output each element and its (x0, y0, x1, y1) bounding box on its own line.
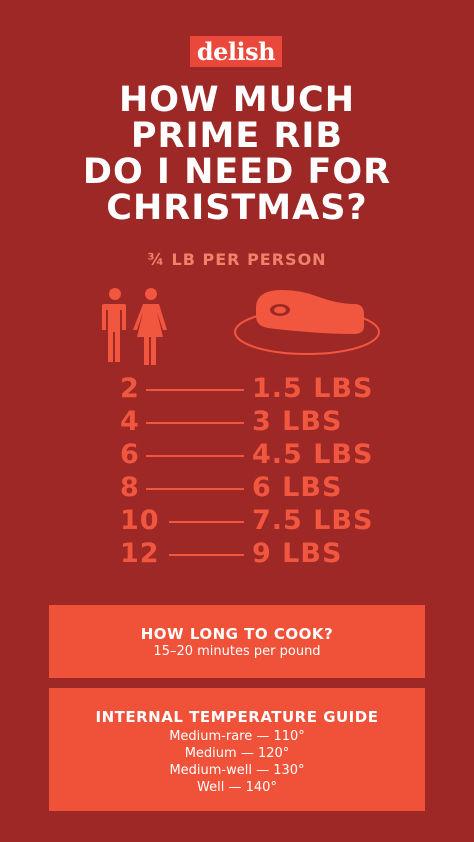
people-count: 12 (120, 538, 160, 569)
serving-row: 8 6 LBS (0, 473, 474, 503)
title-line: DO I NEED FOR (82, 152, 392, 192)
connector-line (146, 455, 244, 457)
temperature-item: Medium — 120° (184, 746, 290, 761)
meat-amount: 7.5 LBS (252, 505, 374, 536)
brand-logo: delish (190, 36, 282, 67)
serving-row: 2 1.5 LBS (0, 374, 474, 404)
temperature-guide-box: INTERNAL TEMPERATURE GUIDE Medium-rare —… (49, 688, 425, 811)
cook-time-box: HOW LONG TO COOK? 15–20 minutes per poun… (49, 605, 425, 678)
connector-line (146, 422, 244, 424)
title-line: HOW MUCH (118, 80, 356, 120)
subtitle: ¾ LB PER PERSON (147, 250, 327, 269)
cook-heading: HOW LONG TO COOK? (140, 625, 334, 643)
temperature-heading: INTERNAL TEMPERATURE GUIDE (95, 708, 379, 726)
cook-text: 15–20 minutes per pound (153, 644, 321, 659)
page-title: HOW MUCH PRIME RIB DO I NEED FOR CHRISTM… (0, 82, 474, 226)
connector-line (146, 389, 244, 391)
people-count: 2 (120, 373, 140, 404)
people-count: 4 (120, 406, 140, 437)
meat-amount: 9 LBS (252, 538, 343, 569)
people-count: 8 (120, 472, 140, 503)
serving-row: 10 7.5 LBS (0, 506, 474, 536)
title-line: CHRISTMAS? (106, 188, 368, 228)
steak-on-plate-icon (234, 290, 380, 355)
meat-amount: 1.5 LBS (252, 373, 374, 404)
people-count: 10 (120, 505, 160, 536)
connector-line (146, 488, 244, 490)
meat-amount: 6 LBS (252, 472, 343, 503)
meat-amount: 4.5 LBS (252, 439, 374, 470)
serving-row: 6 4.5 LBS (0, 440, 474, 470)
temperature-item: Medium-rare — 110° (169, 729, 305, 744)
people-count: 6 (120, 439, 140, 470)
temperature-item: Medium-well — 130° (169, 763, 305, 778)
serving-row: 4 3 LBS (0, 407, 474, 437)
temperature-item: Well — 140° (197, 780, 277, 795)
meat-amount: 3 LBS (252, 406, 343, 437)
connector-line (169, 554, 244, 556)
connector-line (169, 521, 244, 523)
serving-row: 12 9 LBS (0, 539, 474, 569)
title-line: PRIME RIB (130, 116, 344, 156)
man-woman-icon (102, 288, 167, 365)
